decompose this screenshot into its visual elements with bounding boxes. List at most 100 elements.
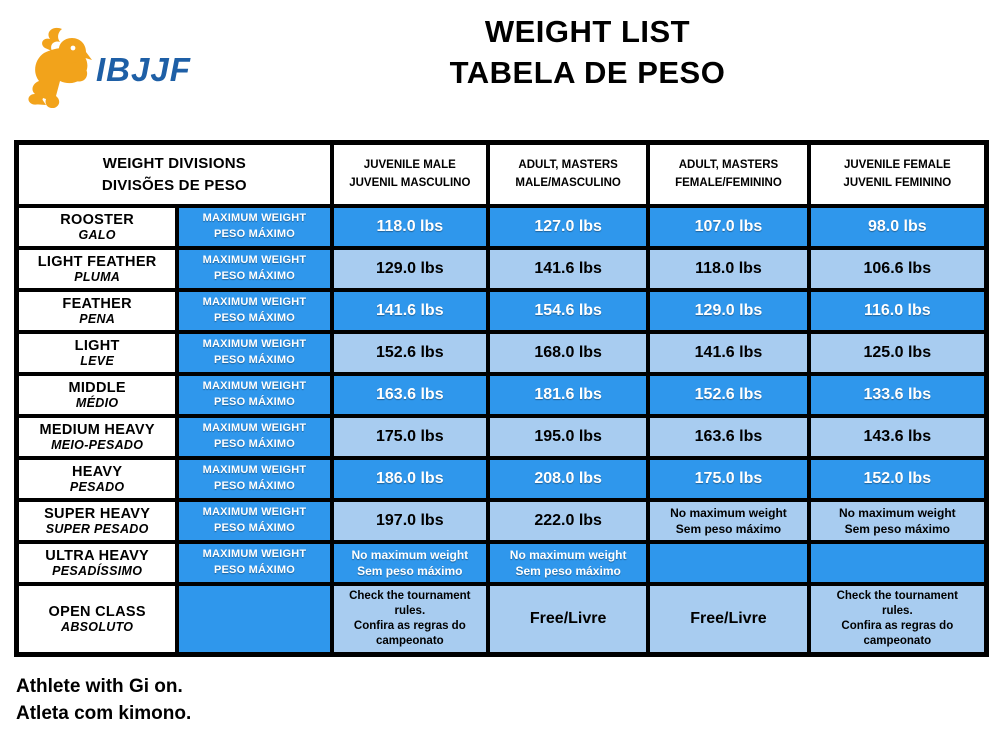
weight-value-cell: 129.0 lbs	[333, 250, 486, 288]
cell-line: 186.0 lbs	[376, 470, 444, 487]
division-name-cell: MEDIUM HEAVY MEIO-PESADO	[19, 418, 176, 456]
max-weight-label-cell: MAXIMUM WEIGHT PESO MÁXIMO	[179, 460, 330, 498]
weight-value-cell: Check the tournament rules. Confira as re…	[333, 586, 486, 652]
max-weight-label-cell: MAXIMUM WEIGHT PESO MÁXIMO	[179, 334, 330, 372]
cell-line: No maximum weight	[509, 547, 627, 562]
max-weight-label-pt: PESO MÁXIMO	[213, 312, 296, 324]
max-weight-label-cell: MAXIMUM WEIGHT PESO MÁXIMO	[179, 208, 330, 246]
division-name-cell: ULTRA HEAVY PESADÍSSIMO	[19, 544, 176, 582]
max-weight-label-cell	[179, 586, 330, 652]
cell-line: Free/Livre	[690, 610, 767, 627]
cell-line: 163.6 lbs	[694, 428, 763, 445]
column-header-line: JUVENILE FEMALE	[843, 159, 951, 172]
cell-line: 175.0 lbs	[376, 428, 444, 445]
max-weight-label-en: MAXIMUM WEIGHT	[202, 296, 307, 309]
footnote-line-en: Athlete with Gi on.	[16, 676, 183, 697]
table-row: FEATHER PENA MAXIMUM WEIGHT PESO MÁXIMO 141.…	[19, 292, 984, 330]
division-name-en: SUPER HEAVY	[44, 506, 151, 522]
division-name-pt: PENA	[79, 312, 116, 326]
column-header-line: FEMALE/FEMININO	[675, 176, 782, 189]
weight-value-cell: 175.0 lbs	[650, 460, 807, 498]
weight-value-cell: 133.6 lbs	[810, 376, 984, 414]
page-header: IBJJF WEIGHT LIST TABELA DE PESO	[0, 0, 1003, 140]
weight-value-cell: 195.0 lbs	[489, 418, 647, 456]
weight-value-cell: 181.6 lbs	[489, 376, 647, 414]
max-weight-label-cell: MAXIMUM WEIGHT PESO MÁXIMO	[179, 418, 330, 456]
cell-line: 129.0 lbs	[376, 260, 444, 277]
cell-line: 163.6 lbs	[376, 386, 444, 403]
weight-value-cell: 143.6 lbs	[810, 418, 984, 456]
division-name-pt: GALO	[78, 228, 116, 242]
divisions-header-en: WEIGHT DIVISIONS	[102, 154, 246, 172]
cell-line: Free/Livre	[529, 610, 607, 627]
cell-line: 143.6 lbs	[863, 428, 932, 445]
cell-line: 98.0 lbs	[867, 218, 927, 235]
weight-value-cell: 118.0 lbs	[650, 250, 807, 288]
footnote-line-pt: Atleta com kimono.	[16, 702, 192, 724]
cell-line: 116.0 lbs	[863, 302, 931, 319]
table-row: OPEN CLASS ABSOLUTO Check the tournament r…	[19, 586, 984, 652]
weight-value-cell: 141.6 lbs	[333, 292, 486, 330]
weight-value-cell: 152.6 lbs	[650, 376, 807, 414]
division-name-en: HEAVY	[71, 464, 123, 480]
cell-line: Sem peso máximo	[675, 522, 782, 536]
max-weight-label-en: MAXIMUM WEIGHT	[202, 254, 307, 267]
division-name-pt: PLUMA	[74, 270, 121, 284]
cell-line: 129.0 lbs	[694, 302, 763, 319]
divisions-header-pt: DIVISÕES DE PESO	[101, 176, 247, 194]
cell-line: 152.0 lbs	[863, 470, 932, 487]
table-row: ROOSTER GALO MAXIMUM WEIGHT PESO MÁXIMO 118.…	[19, 208, 984, 246]
weight-value-cell: Free/Livre	[650, 586, 807, 652]
cell-line: 141.6 lbs	[534, 260, 602, 277]
weight-value-cell: No maximum weight Sem peso máximo	[333, 544, 486, 582]
division-name-cell: FEATHER PENA	[19, 292, 176, 330]
max-weight-label-pt: PESO MÁXIMO	[213, 396, 296, 408]
weight-value-cell: 118.0 lbs	[333, 208, 486, 246]
max-weight-label-en: MAXIMUM WEIGHT	[202, 548, 307, 561]
cell-line: Check the tournament rules.	[349, 590, 471, 618]
weight-value-cell: Free/Livre	[489, 586, 647, 652]
column-header-line: ADULT, MASTERS	[518, 159, 618, 172]
max-weight-label-en: MAXIMUM WEIGHT	[202, 380, 307, 393]
header-row: WEIGHT DIVISIONS DIVISÕES DE PESO JUVENI…	[19, 145, 984, 204]
cell-line: Confira as regras do campeonato	[841, 620, 954, 647]
max-weight-label-pt: PESO MÁXIMO	[213, 438, 296, 450]
page-title: WEIGHT LIST TABELA DE PESO	[180, 12, 995, 94]
cell-line: 195.0 lbs	[534, 428, 602, 445]
division-name-en: ULTRA HEAVY	[45, 548, 150, 564]
cell-line: 106.6 lbs	[863, 260, 932, 277]
division-name-en: LIGHT	[74, 338, 120, 354]
max-weight-label-pt: PESO MÁXIMO	[213, 270, 296, 282]
max-weight-label-en: MAXIMUM WEIGHT	[202, 464, 307, 477]
weight-value-cell: 154.6 lbs	[489, 292, 647, 330]
weight-value-cell: 152.6 lbs	[333, 334, 486, 372]
weight-value-cell: Check the tournament rules. Confira as re…	[810, 586, 984, 652]
cell-line: 175.0 lbs	[694, 470, 763, 487]
weight-value-cell	[650, 544, 807, 582]
column-header-juvenile-female: JUVENILE FEMALE JUVENIL FEMININO	[810, 145, 984, 204]
column-header-adult-masters-male: ADULT, MASTERS MALE/MASCULINO	[489, 145, 647, 204]
weight-value-cell: 222.0 lbs	[489, 502, 647, 540]
cell-line: 133.6 lbs	[863, 386, 932, 403]
cell-line: No maximum weight	[670, 505, 787, 520]
cell-line: 154.6 lbs	[534, 302, 602, 319]
cell-line: Check the tournament rules.	[836, 590, 959, 618]
max-weight-label-en: MAXIMUM WEIGHT	[202, 422, 307, 435]
ibjjf-logo: IBJJF	[22, 26, 191, 113]
cell-line: 222.0 lbs	[534, 512, 602, 529]
weight-value-cell: No maximum weight Sem peso máximo	[650, 502, 807, 540]
division-name-pt: MÉDIO	[75, 396, 119, 410]
table-row: LIGHT FEATHER PLUMA MAXIMUM WEIGHT PESO MÁX…	[19, 250, 984, 288]
max-weight-label-pt: PESO MÁXIMO	[213, 228, 296, 240]
weight-value-cell: 129.0 lbs	[650, 292, 807, 330]
cell-line: 197.0 lbs	[376, 512, 444, 529]
max-weight-label-cell: MAXIMUM WEIGHT PESO MÁXIMO	[179, 544, 330, 582]
weight-value-cell: 98.0 lbs	[810, 208, 984, 246]
division-name-cell: LIGHT LEVE	[19, 334, 176, 372]
column-header-adult-masters-female: ADULT, MASTERS FEMALE/FEMININO	[650, 145, 807, 204]
weight-value-cell: No maximum weight Sem peso máximo	[489, 544, 647, 582]
weight-value-cell: 141.6 lbs	[650, 334, 807, 372]
weight-value-cell: 163.6 lbs	[333, 376, 486, 414]
weight-value-cell: 152.0 lbs	[810, 460, 984, 498]
